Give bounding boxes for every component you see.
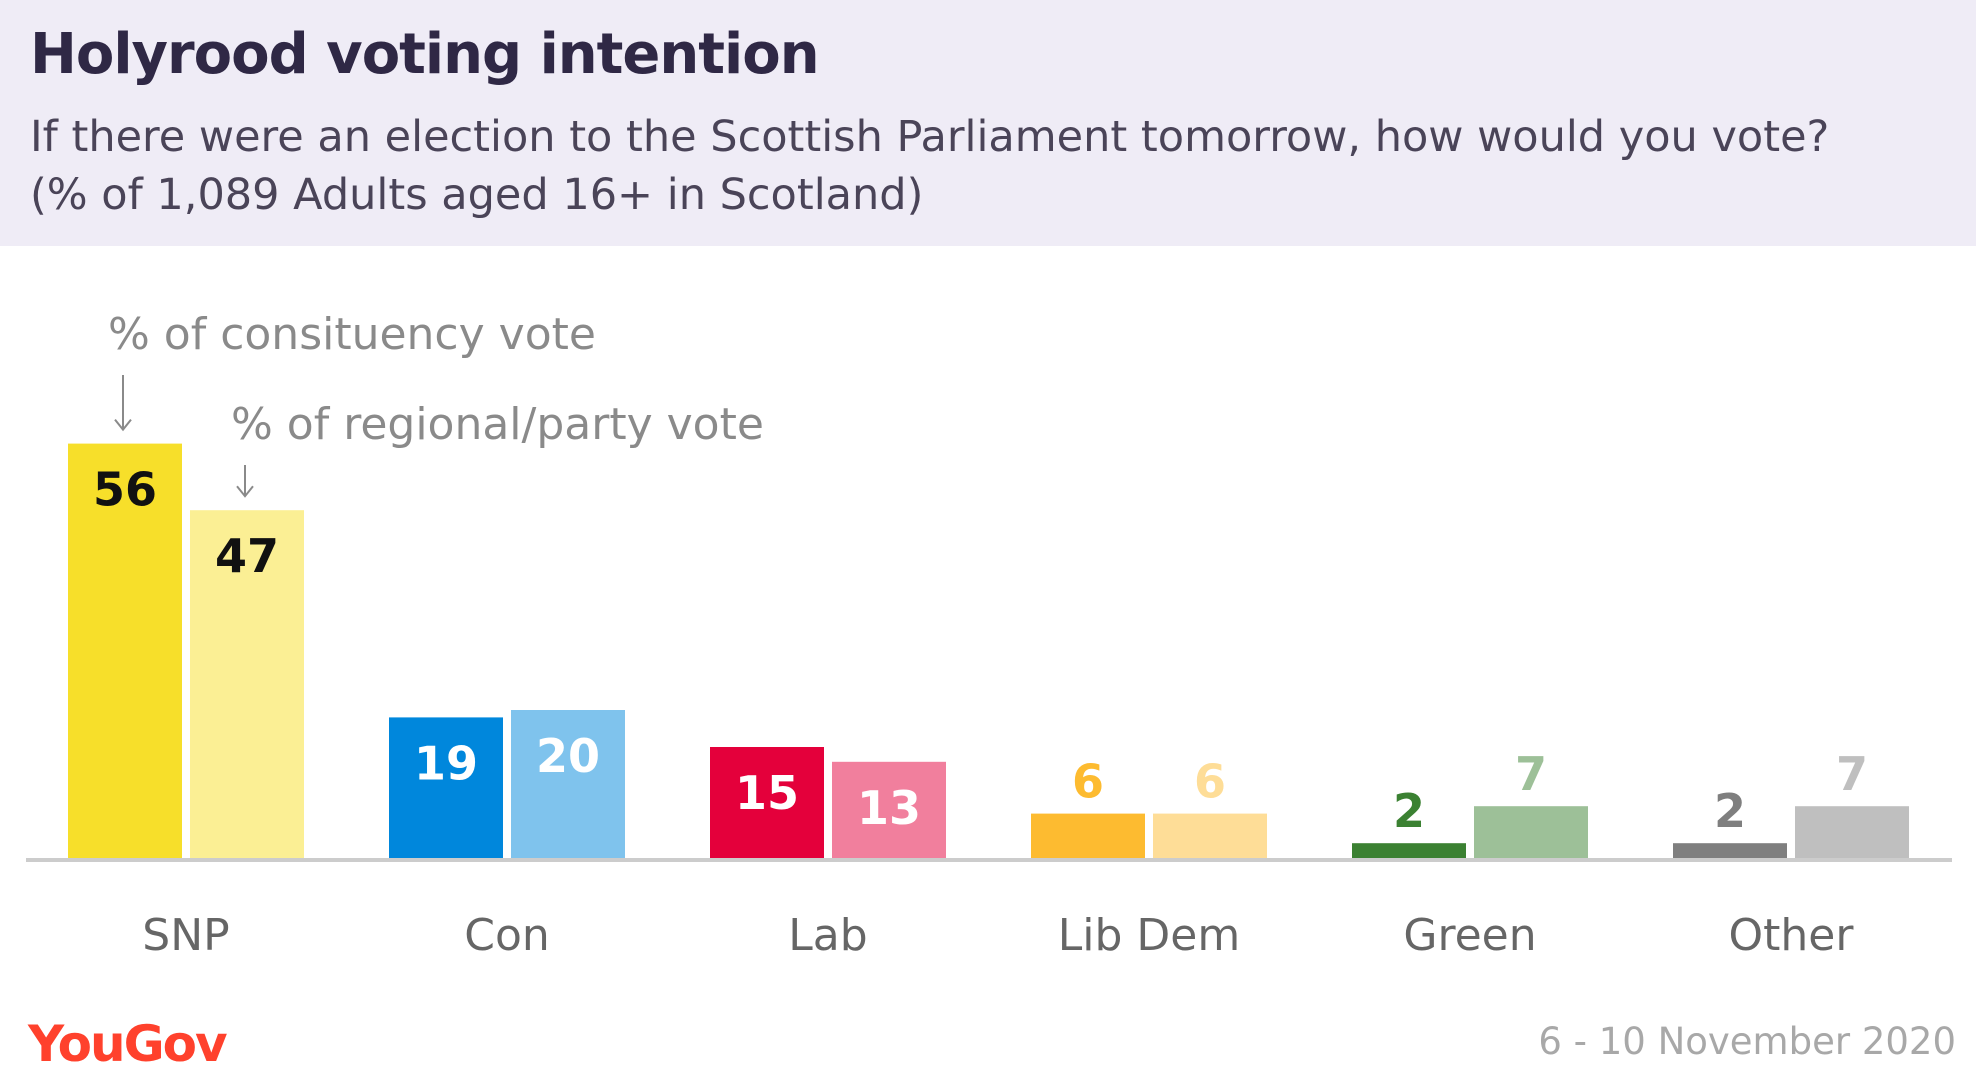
data-label-lab-series-2: 13 bbox=[857, 781, 921, 835]
data-label-lab-series-1: 15 bbox=[735, 766, 799, 820]
data-label-other-series-1: 2 bbox=[1714, 784, 1746, 838]
bar-other-series-2 bbox=[1795, 806, 1909, 858]
data-label-green-series-1: 2 bbox=[1393, 784, 1425, 838]
bar-lib-dem-series-2 bbox=[1153, 813, 1267, 858]
category-label-green: Green bbox=[1403, 910, 1536, 961]
bar-con-series-2 bbox=[511, 710, 625, 858]
yougov-logo: YouGov bbox=[28, 1015, 228, 1073]
chart-subtitle: If there were an election to the Scottis… bbox=[30, 108, 1829, 224]
chart-title: Holyrood voting intention bbox=[30, 22, 820, 87]
data-label-lib-dem-series-1: 6 bbox=[1072, 755, 1104, 809]
data-label-other-series-2: 7 bbox=[1836, 747, 1868, 801]
data-label-snp-series-1: 56 bbox=[93, 463, 157, 517]
bar-snp-series-1 bbox=[68, 443, 182, 858]
bar-lab-series-1 bbox=[710, 747, 824, 858]
data-label-green-series-2: 7 bbox=[1515, 747, 1547, 801]
category-label-other: Other bbox=[1729, 910, 1855, 961]
bar-lab-series-2 bbox=[832, 761, 946, 858]
subtitle-question: If there were an election to the Scottis… bbox=[30, 112, 1830, 162]
bar-other-series-1 bbox=[1673, 843, 1787, 858]
legend-arrowhead-series-1 bbox=[114, 418, 132, 432]
category-label-con: Con bbox=[464, 910, 550, 961]
data-label-lib-dem-series-2: 6 bbox=[1194, 755, 1226, 809]
bar-snp-series-2 bbox=[190, 510, 304, 858]
bar-green-series-2 bbox=[1474, 806, 1588, 858]
legend-annotation-series-1: % of consituency vote bbox=[108, 309, 596, 360]
fieldwork-date: 6 - 10 November 2020 bbox=[1538, 1020, 1956, 1063]
bar-con-series-1 bbox=[389, 717, 503, 858]
data-label-con-series-1: 19 bbox=[414, 736, 478, 790]
data-label-con-series-2: 20 bbox=[536, 729, 600, 783]
bar-lib-dem-series-1 bbox=[1031, 813, 1145, 858]
data-label-snp-series-2: 47 bbox=[215, 529, 279, 583]
subtitle-sample: (% of 1,089 Adults aged 16+ in Scotland) bbox=[30, 170, 924, 220]
legend-annotation-series-2: % of regional/party vote bbox=[231, 399, 764, 450]
bar-green-series-1 bbox=[1352, 843, 1466, 858]
category-label-snp: SNP bbox=[142, 910, 229, 961]
bar-chart: 56 47 SNP 19 20 Con 15 13 Lab 6 6 Lib Dem 2 7 Green 2 7 O… bbox=[26, 309, 1952, 961]
header-panel: Holyrood voting intention If there were … bbox=[0, 0, 1976, 246]
category-label-lib-dem: Lib Dem bbox=[1058, 910, 1240, 961]
legend-arrowhead-series-2 bbox=[236, 485, 254, 498]
category-label-lab: Lab bbox=[788, 910, 867, 961]
